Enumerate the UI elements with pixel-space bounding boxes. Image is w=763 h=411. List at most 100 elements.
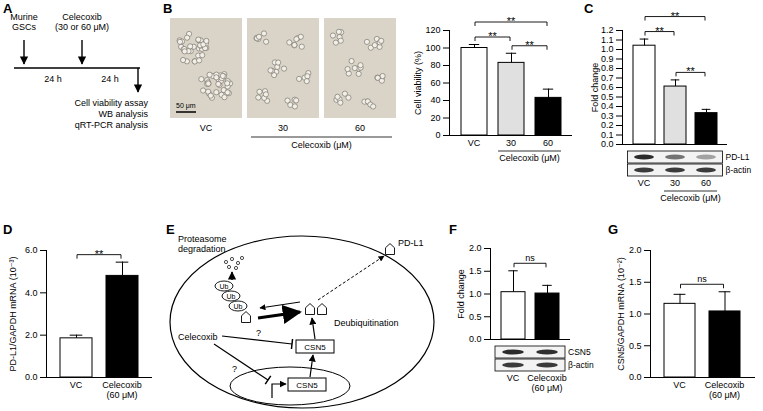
- svg-text:PD-L1/GAPDH mRNA (10⁻³): PD-L1/GAPDH mRNA (10⁻³): [8, 257, 18, 372]
- svg-text:Cell viability assay: Cell viability assay: [74, 98, 148, 108]
- svg-text:0.0: 0.0: [469, 334, 482, 344]
- svg-text:CSN5: CSN5: [296, 381, 318, 390]
- svg-text:1.5: 1.5: [629, 277, 642, 287]
- svg-text:0.5: 0.5: [601, 92, 614, 102]
- svg-text:B: B: [163, 1, 172, 16]
- svg-text:Celecoxib: Celecoxib: [527, 373, 567, 383]
- svg-text:**: **: [671, 10, 680, 22]
- svg-text:30: 30: [670, 178, 680, 188]
- svg-text:E: E: [166, 222, 175, 237]
- svg-text:0.2: 0.2: [601, 120, 614, 130]
- svg-text:60: 60: [355, 123, 365, 133]
- svg-text:Celecoxib (μM): Celecoxib (μM): [291, 140, 352, 150]
- svg-text:VC: VC: [468, 138, 481, 148]
- svg-text:Celecoxib (μM): Celecoxib (μM): [660, 193, 721, 203]
- svg-text:2.0: 2.0: [469, 243, 482, 253]
- svg-text:0.0: 0.0: [25, 372, 38, 382]
- svg-text:24 h: 24 h: [44, 74, 62, 84]
- svg-text:?: ?: [232, 364, 237, 374]
- svg-text:PD-L1: PD-L1: [398, 238, 424, 248]
- svg-text:?: ?: [256, 328, 261, 338]
- svg-text:**: **: [525, 39, 534, 51]
- svg-text:CSN5/GAPDH mRNA (10⁻²): CSN5/GAPDH mRNA (10⁻²): [616, 257, 626, 370]
- svg-text:30: 30: [506, 138, 516, 148]
- svg-text:1.1: 1.1: [601, 35, 614, 45]
- svg-text:Ub: Ub: [234, 303, 243, 310]
- svg-text:50 μm: 50 μm: [176, 102, 196, 110]
- svg-text:30: 30: [278, 123, 288, 133]
- svg-text:F: F: [449, 222, 457, 237]
- svg-text:β-actin: β-actin: [726, 165, 752, 175]
- svg-text:0.8: 0.8: [601, 63, 614, 73]
- svg-text:PD-L1: PD-L1: [726, 152, 750, 162]
- svg-text:β-actin: β-actin: [568, 360, 594, 370]
- svg-text:C: C: [584, 1, 594, 16]
- svg-text:0.0: 0.0: [601, 139, 614, 149]
- svg-text:ns: ns: [525, 253, 535, 263]
- svg-text:100: 100: [425, 43, 440, 53]
- svg-text:24 h: 24 h: [101, 74, 119, 84]
- svg-text:Ub: Ub: [227, 293, 236, 300]
- svg-text:D: D: [3, 222, 12, 237]
- svg-text:40: 40: [430, 95, 440, 105]
- svg-text:(60 μM): (60 μM): [709, 390, 740, 400]
- svg-text:2.0: 2.0: [25, 330, 38, 340]
- svg-text:1.0: 1.0: [601, 44, 614, 54]
- svg-text:WB analysis: WB analysis: [98, 109, 148, 119]
- svg-text:0.7: 0.7: [601, 73, 614, 83]
- svg-text:0.1: 0.1: [601, 130, 614, 140]
- svg-text:VC: VC: [638, 178, 651, 188]
- svg-text:Proteasome: Proteasome: [178, 234, 227, 244]
- svg-text:0.6: 0.6: [601, 82, 614, 92]
- svg-text:**: **: [95, 248, 104, 260]
- svg-text:0.5: 0.5: [629, 341, 642, 351]
- svg-text:1.5: 1.5: [469, 266, 482, 276]
- svg-text:0.4: 0.4: [601, 101, 614, 111]
- svg-text:0.9: 0.9: [601, 54, 614, 64]
- svg-text:60: 60: [543, 138, 553, 148]
- svg-text:Cell viability (%): Cell viability (%): [413, 51, 423, 115]
- svg-text:0.5: 0.5: [469, 312, 482, 322]
- svg-text:Ub: Ub: [220, 283, 229, 290]
- svg-text:(30 or 60 μM): (30 or 60 μM): [55, 22, 109, 32]
- svg-text:60: 60: [430, 78, 440, 88]
- svg-text:CSN5: CSN5: [568, 347, 591, 357]
- svg-text:qRT-PCR analysis: qRT-PCR analysis: [75, 120, 149, 130]
- svg-text:0.3: 0.3: [601, 111, 614, 121]
- svg-text:G: G: [608, 222, 618, 237]
- svg-text:Celecoxib: Celecoxib: [62, 12, 102, 22]
- svg-text:Celecoxib (μM): Celecoxib (μM): [499, 153, 560, 163]
- svg-text:80: 80: [430, 60, 440, 70]
- svg-text:(60 μM): (60 μM): [531, 383, 562, 393]
- svg-text:Celecoxib: Celecoxib: [178, 332, 218, 342]
- svg-text:1.0: 1.0: [629, 309, 642, 319]
- svg-text:1.2: 1.2: [601, 25, 614, 35]
- svg-text:Fold change: Fold change: [590, 63, 600, 113]
- svg-text:**: **: [488, 30, 497, 42]
- svg-text:6.0: 6.0: [25, 245, 38, 255]
- svg-text:Celecoxib: Celecoxib: [102, 380, 142, 390]
- svg-text:ns: ns: [697, 274, 707, 284]
- svg-text:GSCs: GSCs: [12, 22, 37, 32]
- svg-text:(60 μM): (60 μM): [106, 390, 137, 400]
- svg-text:**: **: [655, 25, 664, 37]
- svg-text:Murine: Murine: [10, 12, 38, 22]
- svg-text:CSN5: CSN5: [304, 343, 326, 352]
- svg-text:degradation: degradation: [178, 244, 226, 254]
- svg-text:Celecoxib: Celecoxib: [705, 380, 745, 390]
- svg-text:0: 0: [435, 130, 440, 140]
- svg-text:**: **: [686, 65, 695, 77]
- svg-text:0.0: 0.0: [629, 372, 642, 382]
- svg-text:Fold change: Fold change: [456, 269, 466, 319]
- svg-text:Deubiquitination: Deubiquitination: [334, 318, 399, 328]
- svg-text:2.0: 2.0: [629, 245, 642, 255]
- svg-text:**: **: [507, 15, 516, 27]
- svg-text:VC: VC: [673, 380, 686, 390]
- svg-text:20: 20: [430, 113, 440, 123]
- svg-text:VC: VC: [200, 123, 213, 133]
- svg-text:VC: VC: [507, 373, 520, 383]
- svg-text:60: 60: [701, 178, 711, 188]
- svg-text:1.0: 1.0: [469, 289, 482, 299]
- svg-text:4.0: 4.0: [25, 288, 38, 298]
- svg-text:VC: VC: [70, 380, 83, 390]
